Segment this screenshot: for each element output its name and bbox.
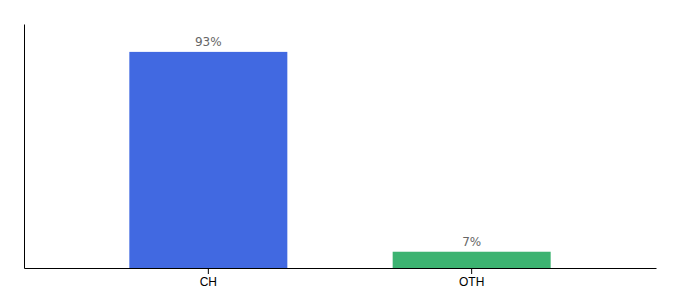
data-labels: 93% 7% xyxy=(195,35,481,249)
bar xyxy=(129,52,287,268)
bar xyxy=(393,252,551,268)
y-axis xyxy=(24,25,25,269)
x-tick: OTH xyxy=(459,268,484,289)
x-tick: CH xyxy=(200,268,217,289)
x-tick-label: OTH xyxy=(459,275,484,289)
x-tick-mark xyxy=(471,268,472,274)
x-axis: CH OTH xyxy=(25,268,657,289)
bars xyxy=(129,52,550,268)
x-tick-mark xyxy=(208,268,209,274)
y-axis-line xyxy=(24,25,25,269)
plot: 93% 7% CH OTH xyxy=(25,25,657,289)
data-label: 93% xyxy=(195,35,222,49)
x-axis-line xyxy=(25,268,657,269)
data-label: 7% xyxy=(462,235,481,249)
x-tick-label: CH xyxy=(200,275,217,289)
chart: 93% 7% CH OTH xyxy=(0,0,680,300)
